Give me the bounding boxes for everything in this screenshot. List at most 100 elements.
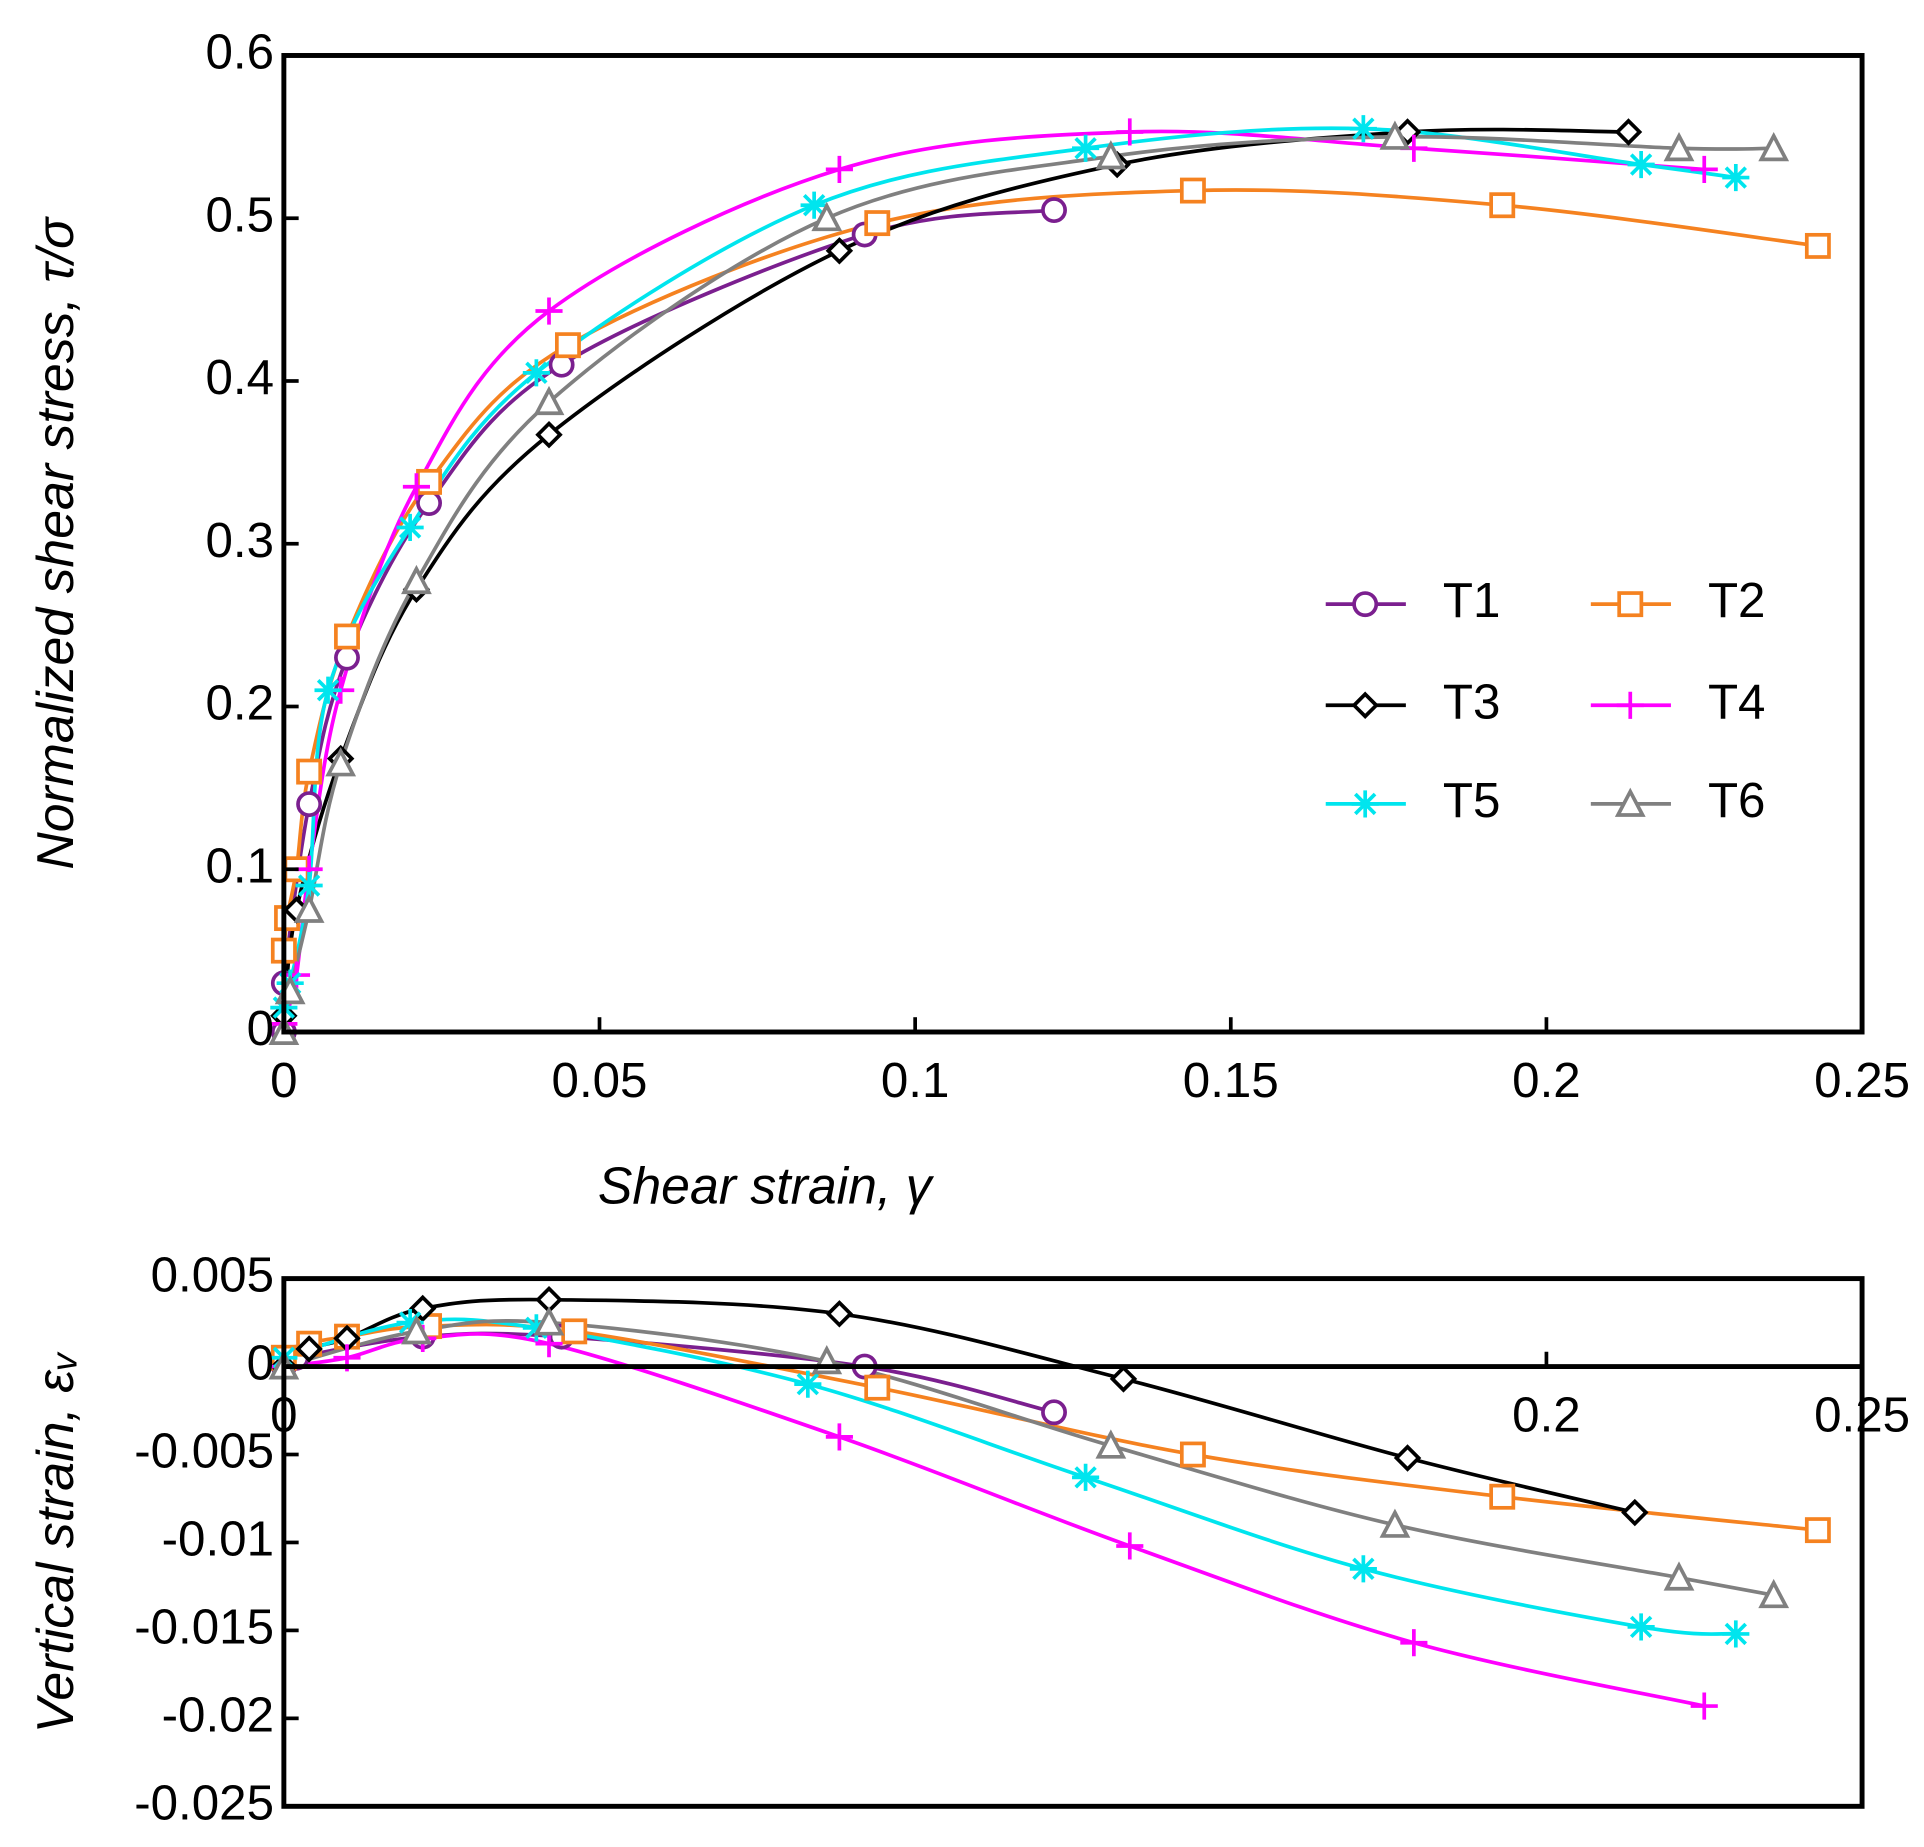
plot-frame xyxy=(281,1276,1865,1809)
x-tick-label: 0.1 xyxy=(881,1053,950,1108)
series-line xyxy=(283,1317,1736,1636)
y-tick-label: 0.6 xyxy=(205,25,274,80)
marker xyxy=(396,513,424,542)
marker xyxy=(561,1318,588,1345)
x-tick-label: 0.2 xyxy=(1512,1387,1581,1442)
x-tick-label: 0.15 xyxy=(1183,1053,1279,1108)
legend-label: T5 xyxy=(1443,773,1501,828)
marker xyxy=(533,385,565,416)
x-tick-label: 0.25 xyxy=(1814,1053,1910,1108)
marker xyxy=(293,893,325,923)
x-axis-label: Shear strain, γ xyxy=(598,1156,935,1214)
marker xyxy=(1109,1365,1138,1393)
marker xyxy=(1352,591,1379,618)
legend-label: T6 xyxy=(1708,773,1766,828)
marker xyxy=(1614,787,1646,817)
x-tick-label: 0.05 xyxy=(552,1053,648,1108)
marker xyxy=(1041,197,1067,224)
marker xyxy=(1351,790,1379,818)
marker xyxy=(1095,1429,1127,1459)
marker xyxy=(1072,1463,1100,1491)
marker xyxy=(535,297,563,325)
marker xyxy=(401,1315,432,1345)
marker xyxy=(1351,691,1379,719)
marker xyxy=(325,747,357,777)
marker xyxy=(1616,691,1644,719)
marker xyxy=(825,1423,853,1451)
marker xyxy=(1758,131,1790,162)
y-tick-label: 0.5 xyxy=(205,187,274,242)
marker xyxy=(1116,1532,1144,1560)
marker xyxy=(794,1370,822,1398)
x-tick-label: 0 xyxy=(270,1387,297,1442)
marker xyxy=(554,332,581,359)
marker xyxy=(1379,1508,1411,1538)
series-line xyxy=(282,127,1629,1016)
marker xyxy=(522,1314,550,1342)
marker xyxy=(296,791,323,818)
x-tick-label: 0 xyxy=(270,1053,297,1108)
marker xyxy=(1690,1692,1718,1720)
legend-label: T3 xyxy=(1443,674,1501,729)
marker xyxy=(1621,1498,1649,1527)
marker xyxy=(1116,118,1144,146)
marker xyxy=(1663,1561,1695,1591)
marker xyxy=(401,564,432,595)
y-tick-label: -0.025 xyxy=(134,1775,274,1830)
y-tick-label: 0.3 xyxy=(205,513,274,568)
y-tick-label: 0 xyxy=(247,1001,274,1056)
marker xyxy=(864,1374,891,1401)
marker xyxy=(416,468,443,495)
x-tick-label: 0.2 xyxy=(1512,1053,1581,1108)
legend-label: T2 xyxy=(1708,573,1766,628)
plot-frame xyxy=(281,53,1865,1035)
series-line xyxy=(283,1318,1775,1598)
series-line xyxy=(282,134,1774,1033)
marker xyxy=(295,871,323,900)
marker xyxy=(416,490,443,517)
series-line xyxy=(282,126,1737,1009)
y-tick-label: -0.01 xyxy=(162,1511,274,1566)
y-tick-label: -0.02 xyxy=(162,1687,274,1742)
marker xyxy=(1349,1555,1377,1583)
y-axis-label: Normalized shear stress, τ/σ xyxy=(26,216,84,870)
series-line xyxy=(282,188,1819,951)
marker xyxy=(1349,115,1377,143)
y-tick-label: 0.2 xyxy=(205,676,274,731)
marker xyxy=(1489,192,1516,219)
marker xyxy=(825,155,853,183)
marker xyxy=(1627,1613,1655,1641)
series-line xyxy=(283,1332,1705,1708)
marker xyxy=(864,210,891,237)
marker xyxy=(1379,120,1411,150)
marker xyxy=(533,1306,565,1336)
marker xyxy=(1617,591,1644,618)
marker xyxy=(1072,134,1100,162)
legend-label: T1 xyxy=(1443,573,1501,628)
x-tick-label: 0.25 xyxy=(1814,1387,1910,1442)
marker xyxy=(402,473,430,501)
marker xyxy=(825,237,854,265)
marker xyxy=(1489,1483,1516,1510)
marker xyxy=(1722,163,1750,192)
marker xyxy=(522,359,550,387)
marker xyxy=(811,201,843,232)
y-tick-label: 0.005 xyxy=(151,1248,274,1303)
marker xyxy=(296,758,323,785)
marker xyxy=(1041,1399,1067,1426)
marker xyxy=(1179,1441,1206,1468)
y-tick-label: -0.015 xyxy=(134,1599,274,1654)
marker xyxy=(1627,150,1655,179)
y-tick-label: 0.4 xyxy=(205,350,274,405)
y-tick-label: 0.1 xyxy=(205,838,274,893)
y-tick-label: 0 xyxy=(247,1336,274,1391)
marker xyxy=(334,623,360,650)
marker xyxy=(1179,177,1206,204)
marker xyxy=(314,676,342,704)
marker xyxy=(1804,232,1831,259)
marker xyxy=(800,191,828,219)
marker xyxy=(1095,140,1127,170)
marker xyxy=(1393,1444,1422,1472)
marker xyxy=(1400,1629,1428,1657)
